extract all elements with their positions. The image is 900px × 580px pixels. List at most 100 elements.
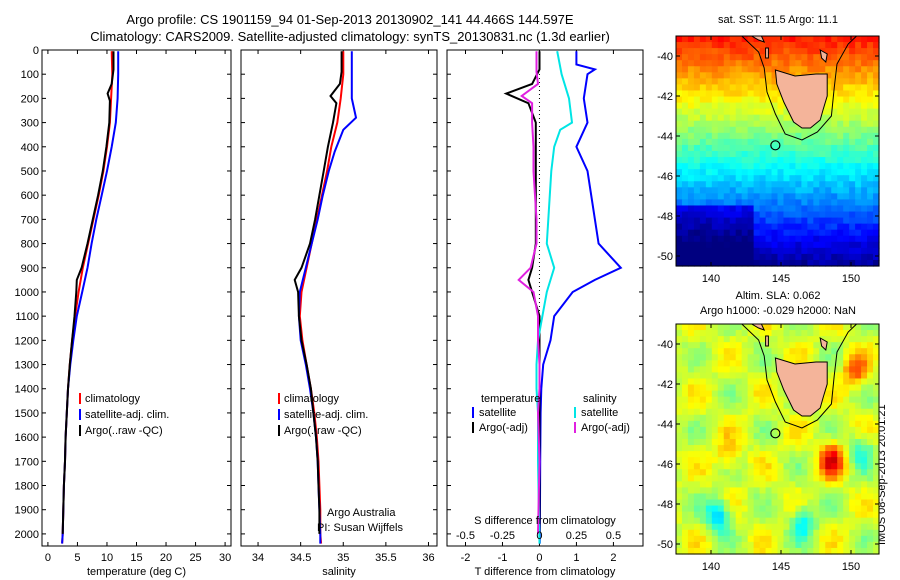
- sst-map-cell: [849, 72, 856, 79]
- sst-map-cell: [801, 54, 808, 61]
- salinity-series-line: [293, 51, 343, 534]
- sst-map-cell: [747, 241, 755, 249]
- sla-map-cell: [747, 396, 755, 404]
- sst-map-cell: [729, 235, 737, 243]
- sla-map-cell: [759, 354, 767, 361]
- sst-map-cell: [705, 247, 713, 255]
- sst-map-cell: [849, 247, 856, 255]
- sla-map-cell: [807, 511, 814, 519]
- sst-map-cell: [753, 241, 761, 249]
- sst-map-cell: [825, 169, 832, 176]
- sla-map-cell: [717, 414, 725, 422]
- sst-map-cell: [693, 96, 701, 104]
- sla-map-cell: [729, 481, 737, 489]
- sst-map-cell: [693, 108, 701, 116]
- salinity-xtick-label: 34.5: [290, 552, 311, 564]
- sst-map-cell: [771, 60, 779, 67]
- sla-map-cell: [807, 523, 814, 531]
- sla-map-cell: [693, 499, 701, 507]
- sst-map-cell: [687, 132, 695, 140]
- sst-map-cell: [676, 223, 683, 231]
- sla-map-cell: [759, 445, 767, 452]
- sla-map-cell: [831, 324, 838, 331]
- sst-map-cell: [843, 102, 850, 110]
- sst-map-cell: [831, 120, 838, 128]
- sst-map-cell: [735, 247, 743, 255]
- sst-map-xtick-label: 150: [842, 273, 860, 285]
- sla-map-cell: [735, 439, 743, 446]
- sst-map-cell: [741, 229, 749, 237]
- depth-tick-label: 1700: [15, 456, 39, 468]
- sst-map-cell: [753, 229, 761, 237]
- sla-map-cell: [819, 481, 826, 489]
- sla-map-cell: [705, 336, 713, 343]
- sla-map-cell: [789, 463, 797, 470]
- sla-map-cell: [861, 457, 868, 464]
- sla-map-cell: [771, 475, 779, 482]
- sst-map-cell: [867, 223, 874, 231]
- sst-map-cell: [861, 229, 868, 237]
- sst-map-cell: [729, 157, 737, 164]
- sst-map-cell: [813, 211, 820, 219]
- sst-map-cell: [843, 120, 850, 128]
- sst-map-cell: [717, 157, 725, 164]
- sla-map-cell: [789, 529, 797, 537]
- sst-map-cell: [723, 187, 731, 194]
- sla-map-cell: [837, 408, 844, 416]
- sla-map-cell: [735, 342, 743, 349]
- sla-map-cell: [783, 505, 791, 513]
- sla-map-cell: [741, 475, 749, 482]
- sst-map-cell: [693, 151, 701, 158]
- sla-map-ytick-label: -48: [657, 499, 673, 511]
- sla-map-cell: [783, 408, 791, 416]
- sst-map-cell: [861, 205, 868, 213]
- sla-map-cell: [831, 390, 838, 398]
- sla-map-cell: [807, 354, 814, 361]
- sst-map-cell: [759, 175, 767, 182]
- sst-map-cell: [705, 235, 713, 243]
- sla-map-cell: [705, 481, 713, 489]
- sst-map-tasmania-land: [774, 69, 828, 129]
- sla-map-cell: [795, 463, 802, 470]
- sst-map-cell: [699, 193, 707, 201]
- sst-map-cell: [753, 42, 761, 49]
- sla-map-cell: [855, 493, 862, 501]
- sst-map-cell: [777, 144, 785, 152]
- sla-map-cell: [855, 372, 862, 380]
- sla-map-cell: [676, 469, 683, 476]
- sla-map-cell: [676, 517, 683, 525]
- sla-map-cell: [843, 336, 850, 343]
- sla-map-cell: [676, 408, 683, 416]
- sla-map-cell: [765, 505, 773, 513]
- sla-map-group: [676, 324, 880, 555]
- sla-map-cell: [699, 420, 707, 428]
- sst-map-cell: [687, 54, 695, 61]
- sla-map-cell: [819, 330, 826, 337]
- sla-map-cell: [747, 366, 755, 374]
- sla-map-cell: [873, 324, 880, 331]
- sst-map-cell: [819, 199, 826, 207]
- sla-map-cell: [681, 360, 689, 367]
- sst-map-cell: [741, 157, 749, 164]
- sst-map-cell: [687, 247, 695, 255]
- sla-map-cell: [717, 541, 725, 549]
- sla-map-cell: [771, 378, 779, 386]
- sla-map-cell: [765, 475, 773, 482]
- sla-map-cell: [765, 457, 773, 464]
- sst-map-cell: [699, 217, 707, 225]
- sst-map-cell: [711, 66, 719, 73]
- sst-map-cell: [801, 144, 808, 152]
- sla-map-cell: [747, 372, 755, 380]
- sla-map-cell: [807, 505, 814, 513]
- sla-map-cell: [711, 396, 719, 404]
- sla-map-cell: [729, 366, 737, 374]
- sla-map-cell: [843, 535, 850, 543]
- sst-map-cell: [717, 151, 725, 158]
- sst-map-cell: [789, 259, 797, 267]
- sla-map-cell: [819, 469, 826, 476]
- sst-map-cell: [676, 205, 683, 213]
- sla-map-cell: [849, 493, 856, 501]
- sst-map-cell: [867, 72, 874, 79]
- sst-map-cell: [813, 193, 820, 201]
- sst-map-cell: [741, 66, 749, 73]
